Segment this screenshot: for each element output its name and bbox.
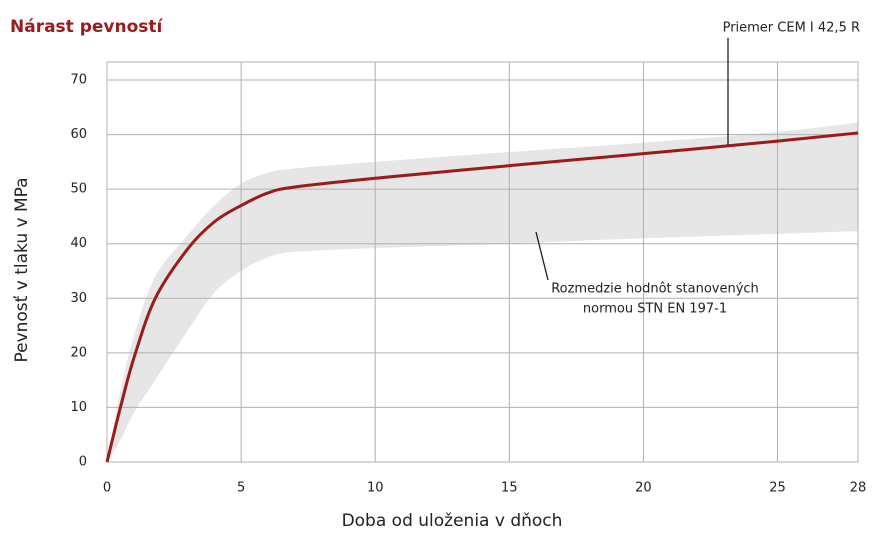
band-annotation: normou STN EN 197-1 — [583, 302, 727, 317]
series-line — [105, 131, 859, 463]
y-tick-label: 50 — [70, 182, 87, 197]
x-tick-label: 5 — [237, 481, 245, 496]
x-tick-label: 10 — [367, 481, 384, 496]
y-tick-label: 30 — [70, 291, 87, 306]
leader-line — [535, 231, 549, 281]
y-tick-label: 70 — [70, 73, 87, 88]
chart-title: Nárast pevností — [10, 17, 164, 37]
y-tick-label: 0 — [79, 455, 87, 470]
y-tick-label: 60 — [70, 127, 87, 142]
range-band — [107, 122, 858, 463]
series-annotation: Priemer CEM I 42,5 R — [723, 21, 860, 36]
x-axis-label: Doba od uloženia v dňoch — [342, 511, 563, 531]
x-tick-label: 20 — [635, 481, 652, 496]
y-axis-label: Pevnosť v tlaku v MPa — [12, 177, 32, 362]
band-annotation: Rozmedzie hodnôt stanovených — [551, 282, 759, 297]
x-tick-label: 25 — [769, 481, 786, 496]
plot-area: 0 10 20 30 40 50 60 70 0 5 10 15 20 25 28 — [70, 61, 867, 496]
y-tick-label: 40 — [70, 236, 87, 251]
x-tick-label: 0 — [103, 481, 111, 496]
y-tick-label: 20 — [70, 345, 87, 360]
x-tick-label: 15 — [501, 481, 518, 496]
x-tick-label: 28 — [850, 481, 867, 496]
y-tick-label: 10 — [70, 400, 87, 415]
